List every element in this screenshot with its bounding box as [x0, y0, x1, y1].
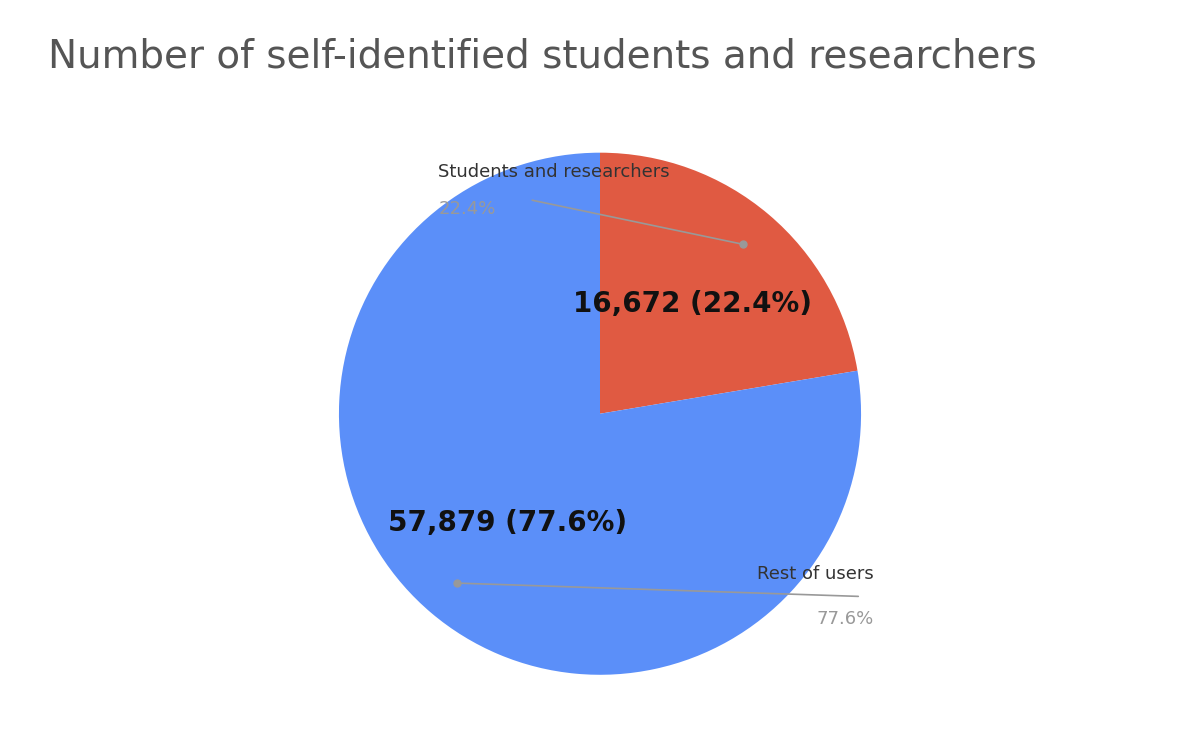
Text: 22.4%: 22.4% — [438, 200, 496, 217]
Text: 16,672 (22.4%): 16,672 (22.4%) — [574, 290, 812, 318]
Text: Rest of users: Rest of users — [757, 565, 874, 583]
Text: 77.6%: 77.6% — [817, 609, 874, 628]
Wedge shape — [338, 153, 862, 674]
Text: 57,879 (77.6%): 57,879 (77.6%) — [388, 509, 626, 537]
Text: Students and researchers: Students and researchers — [438, 163, 670, 181]
Text: Number of self-identified students and researchers: Number of self-identified students and r… — [48, 37, 1037, 75]
Wedge shape — [600, 153, 858, 414]
